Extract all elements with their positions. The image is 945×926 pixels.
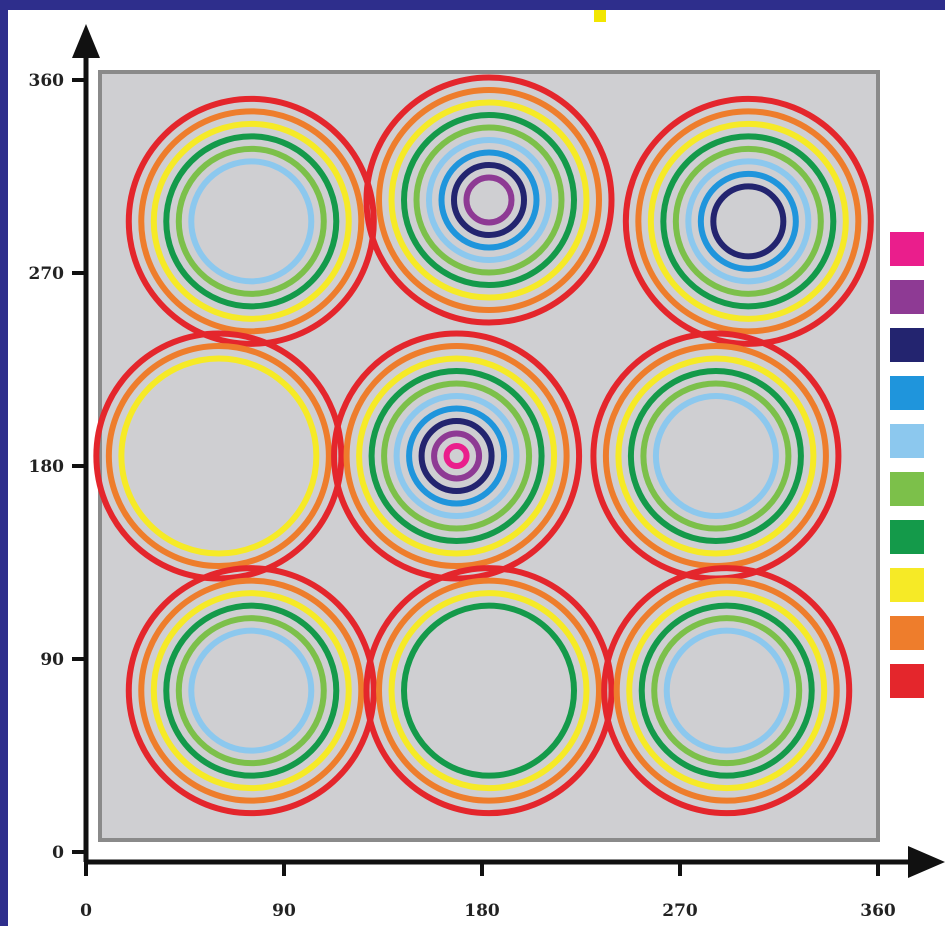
ring-group-1 (125, 95, 377, 347)
color-legend (890, 232, 924, 698)
ring-level-6 (175, 145, 327, 297)
x-tick-label: 270 (662, 901, 698, 921)
y-tick-label: 90 (40, 650, 64, 670)
y-tick-label: 270 (29, 264, 65, 284)
ring-level-9 (343, 343, 570, 569)
y-axis-arrow-icon (72, 24, 100, 58)
y-tick-label: 180 (29, 457, 65, 477)
x-axis-arrow-icon (908, 846, 945, 878)
y-tick-label: 360 (29, 71, 65, 91)
legend-swatch-3 (890, 328, 924, 362)
ring-level-4 (438, 149, 540, 251)
ring-level-7 (638, 602, 815, 779)
ring-level-10 (331, 330, 583, 582)
ring-group-5 (331, 330, 583, 582)
ring-level-5 (188, 627, 315, 754)
x-tick-label: 360 (860, 901, 896, 921)
ring-level-10 (363, 565, 615, 817)
x-tick-label: 0 (80, 901, 92, 921)
ring-level-1 (443, 443, 470, 469)
ring-level-8 (615, 355, 817, 557)
ring-level-5 (426, 137, 552, 263)
ring-group-4 (93, 330, 345, 582)
ring-level-9 (376, 87, 602, 313)
ring-level-7 (163, 133, 340, 310)
legend-swatch-9 (890, 616, 924, 650)
ring-level-10 (125, 565, 377, 817)
ring-level-2 (431, 430, 483, 482)
ring-level-7 (627, 368, 804, 544)
ring-level-5 (663, 627, 790, 754)
ring-level-7 (660, 133, 837, 310)
ring-group-9 (601, 565, 853, 817)
ring-level-7 (401, 602, 577, 779)
legend-swatch-7 (890, 520, 924, 554)
ring-group-2 (363, 74, 615, 326)
ring-level-8 (388, 99, 590, 301)
ring-level-6 (175, 615, 327, 767)
legend-swatch-1 (890, 232, 924, 266)
x-tick-label: 90 (272, 901, 296, 921)
ring-level-10 (125, 95, 377, 347)
ring-level-8 (356, 355, 558, 557)
legend-swatch-4 (890, 376, 924, 410)
ring-level-9 (138, 108, 365, 335)
ring-group-3 (622, 95, 874, 347)
ring-level-6 (381, 380, 533, 532)
ring-level-8 (150, 120, 352, 322)
ring-group-8 (363, 565, 615, 817)
ring-level-3 (710, 183, 787, 260)
ring-level-9 (105, 343, 332, 569)
ring-level-5 (652, 393, 779, 519)
ring-level-7 (401, 112, 577, 288)
ring-level-3 (418, 418, 495, 494)
ring-level-9 (635, 108, 862, 335)
y-tick-label: 0 (52, 843, 64, 863)
ring-level-5 (393, 393, 520, 519)
ring-level-8 (118, 355, 320, 557)
ring-group-7 (125, 565, 377, 817)
ring-level-8 (647, 120, 849, 322)
ring-level-6 (672, 145, 824, 297)
ring-level-3 (451, 162, 527, 238)
ring-level-4 (406, 405, 508, 507)
ring-level-10 (601, 565, 853, 817)
ring-level-10 (93, 330, 345, 582)
ring-level-4 (697, 170, 799, 272)
axis-ticks: 0 90 180 270 360 0 90 180 270 360 (29, 71, 896, 921)
accent-bar (594, 10, 606, 22)
ring-level-5 (685, 158, 812, 285)
ring-level-9 (613, 577, 840, 804)
legend-swatch-2 (890, 280, 924, 314)
legend-swatch-5 (890, 424, 924, 458)
chart-canvas: 0 90 180 270 360 0 90 180 270 360 (8, 10, 945, 926)
legend-swatch-6 (890, 472, 924, 506)
ring-level-8 (150, 590, 352, 792)
legend-swatch-10 (890, 664, 924, 698)
ring-groups (93, 74, 874, 817)
ring-level-9 (376, 577, 602, 804)
ring-level-6 (651, 615, 803, 767)
ring-level-10 (363, 74, 615, 326)
ring-level-7 (163, 602, 340, 779)
legend-swatch-8 (890, 568, 924, 602)
ring-level-6 (413, 124, 565, 276)
ring-level-5 (188, 158, 315, 285)
x-tick-label: 180 (464, 901, 500, 921)
ring-level-8 (388, 590, 590, 792)
ring-level-8 (626, 590, 828, 792)
ring-level-6 (640, 380, 792, 532)
ring-level-7 (368, 368, 545, 544)
ring-level-10 (622, 95, 874, 347)
concentric-ring-chart: 0 90 180 270 360 0 90 180 270 360 (29, 24, 945, 921)
ring-level-2 (463, 174, 515, 226)
ring-level-9 (138, 577, 365, 804)
